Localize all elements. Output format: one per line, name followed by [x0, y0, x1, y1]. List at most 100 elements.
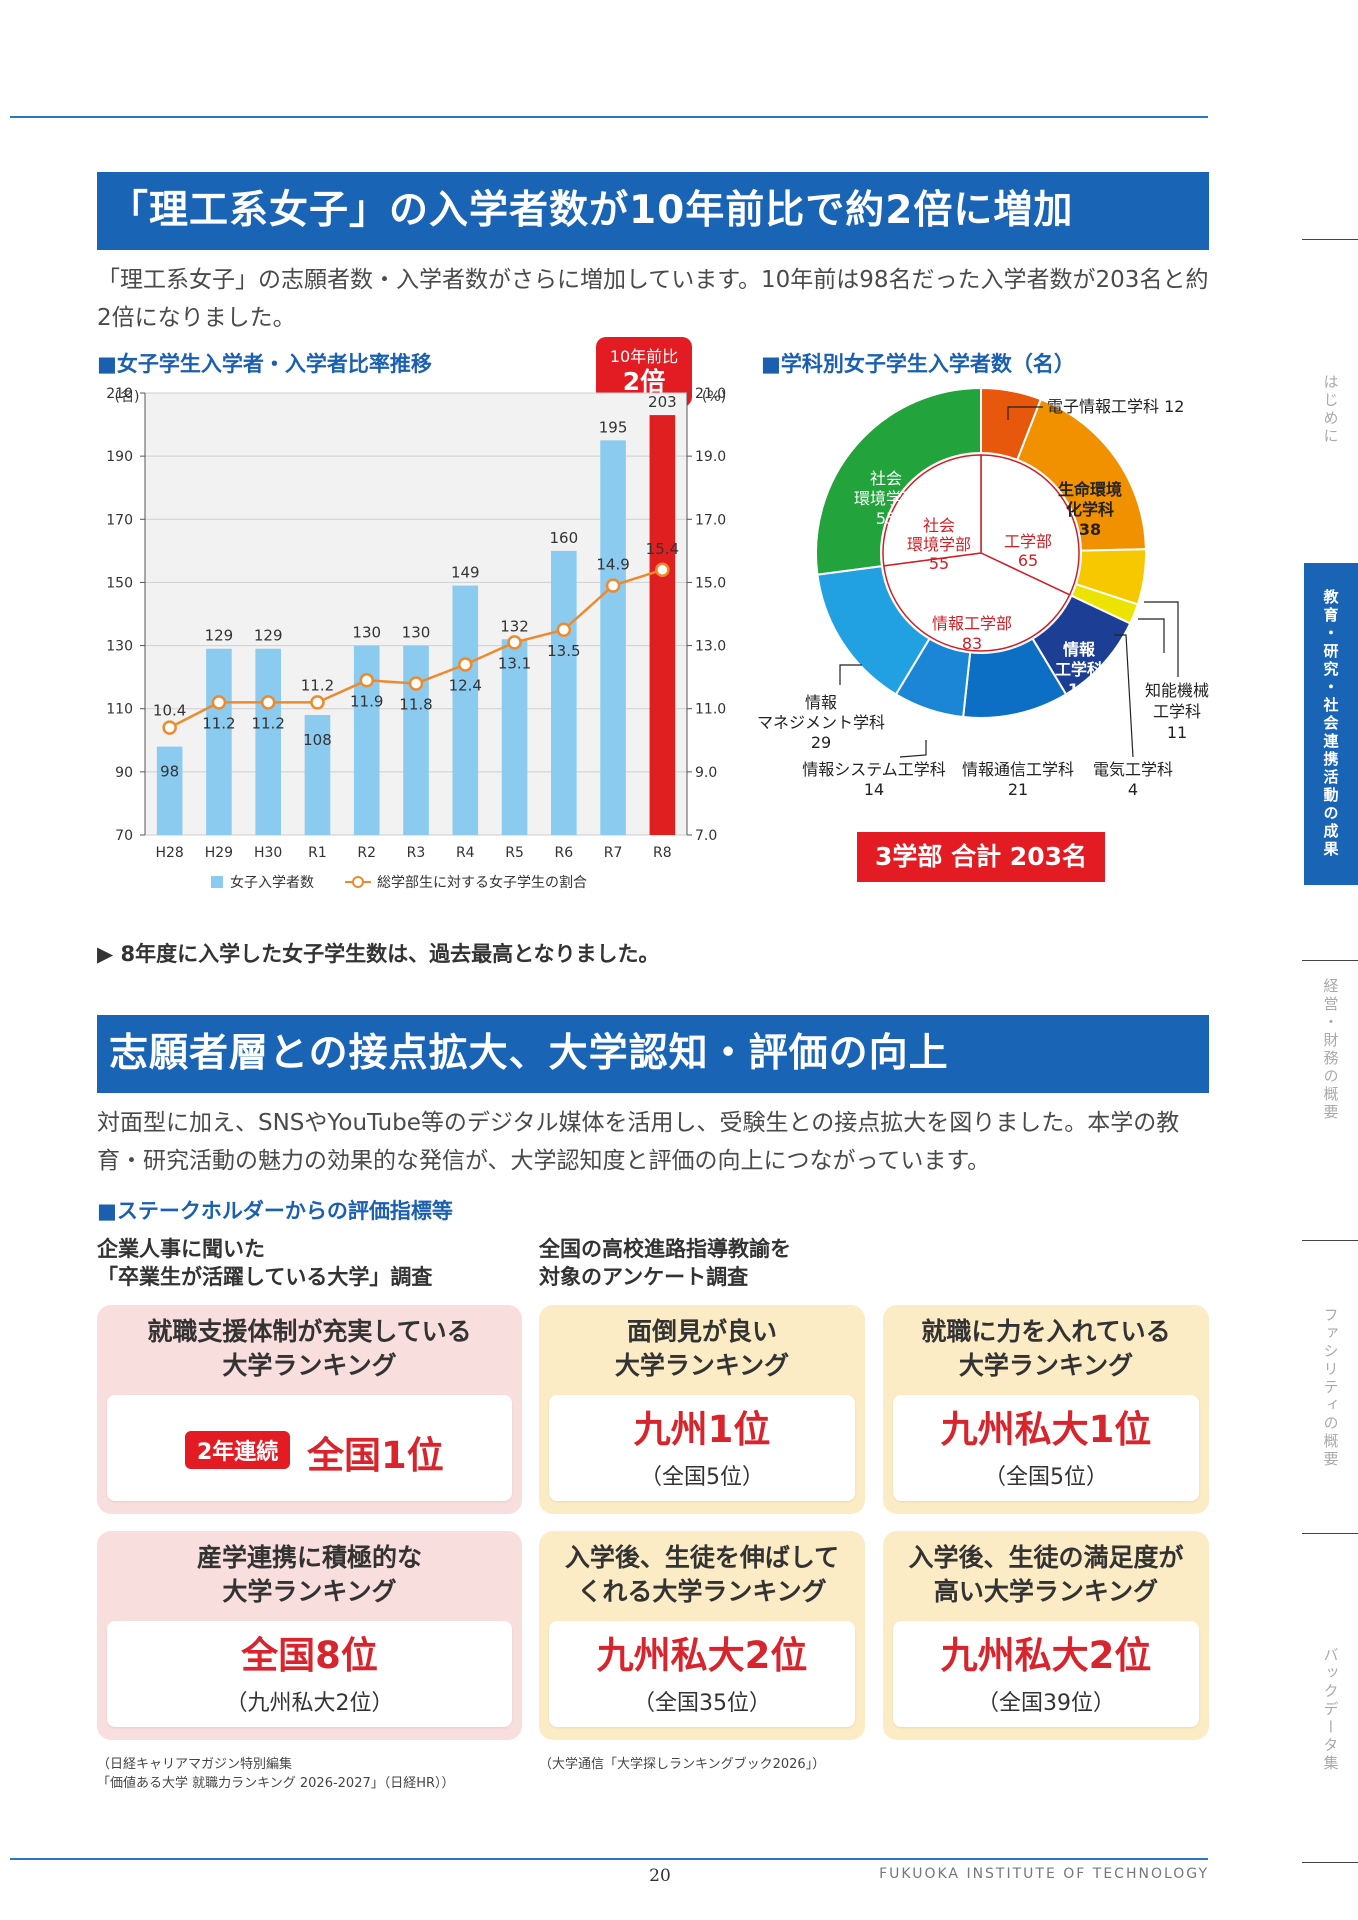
- source2: （大学通信「大学探しランキングブック2026」）: [539, 1757, 826, 1772]
- sidebar-tab-education[interactable]: 教育・研究・社会連携活動の成果: [1304, 563, 1358, 885]
- label-system-1: 情報システム工学科: [802, 760, 946, 779]
- label-joho-1: 情報: [1063, 640, 1096, 659]
- left-tick: 170: [106, 512, 133, 528]
- card4-sub: （九州私大2位）: [225, 1691, 394, 1716]
- ranking-card-3: 就職に力を入れている 大学ランキング 九州私大1位 （全国5位）: [883, 1305, 1209, 1514]
- card2-title-1: 面倒見が良い: [626, 1317, 777, 1346]
- sidebar-tab-data[interactable]: バックデータ集: [1321, 1647, 1340, 1773]
- label-shakai-3: 55: [876, 509, 896, 528]
- inner-slice-2: [882, 454, 982, 567]
- x-tick: R2: [357, 845, 376, 861]
- department-donut-chart: 電子情報工学科 12 生命環境 化学科 38 知能機械 工学科 11 電気工学科…: [757, 386, 1209, 799]
- ratio-badge-bottom: 2倍: [622, 367, 666, 396]
- card3-sub: （全国5位）: [984, 1465, 1108, 1490]
- ranking-card-5: 入学後、生徒を伸ばして くれる大学ランキング 九州私大2位 （全国35位）: [539, 1531, 865, 1740]
- bar-value-label: 160: [549, 529, 578, 547]
- bar-R8: [649, 415, 676, 835]
- card1-title: 就職支援体制が充実している 大学ランキング: [97, 1315, 522, 1383]
- left-tick: 90: [115, 765, 133, 781]
- bar-value-label: 129: [205, 627, 234, 645]
- section1-lead: 「理工系女子」の志願者数・入学者数がさらに増加しています。10年前は98名だった…: [97, 267, 1209, 331]
- bar-chart-heading: ■女子学生入学者・入学者比率推移: [97, 352, 432, 376]
- bar-H29: [206, 648, 232, 835]
- label-denshi: 電子情報工学科 12: [1047, 397, 1184, 416]
- ratio-badge-top: 10年前比: [609, 347, 679, 366]
- bar-value-label: 108: [303, 731, 332, 749]
- section2-title: 志願者層との接点拡大、大学認知・評価の向上: [97, 1015, 1209, 1093]
- ratio-point: [655, 562, 670, 578]
- label-denki-2: 4: [1128, 780, 1138, 799]
- ranking-card-4: 産学連携に積極的な 大学ランキング 全国8位 （九州私大2位）: [97, 1531, 522, 1740]
- source1-line1: （日経キャリアマガジン特別編集: [97, 1757, 293, 1772]
- x-tick: R6: [554, 845, 573, 861]
- ratio-value-label: 11.8: [399, 695, 432, 713]
- x-tick: R5: [505, 845, 524, 861]
- label-seimei-1: 生命環境: [1058, 480, 1122, 499]
- right-tick: 7.0: [695, 828, 717, 844]
- label-seimei-3: 38: [1079, 520, 1101, 539]
- card5-title: 入学後、生徒を伸ばして くれる大学ランキング: [539, 1541, 865, 1609]
- left-unit: (名): [115, 389, 140, 405]
- left-tick: 70: [115, 828, 133, 844]
- bar-value-label: 203: [648, 393, 677, 411]
- survey1-line1: 企業人事に聞いた: [97, 1237, 265, 1261]
- card6-title: 入学後、生徒の満足度が 高い大学ランキング: [883, 1541, 1209, 1609]
- survey2-line2: 対象のアンケート調査: [539, 1265, 749, 1289]
- right-tick: 9.0: [695, 765, 717, 781]
- sidebar-rule-3: [1302, 1240, 1358, 1241]
- sidebar-tab-finance[interactable]: 経営・財務の概要: [1321, 978, 1340, 1122]
- sidebar-rule-2: [1302, 960, 1358, 961]
- left-tick: 190: [106, 449, 133, 465]
- x-tick: R4: [456, 845, 475, 861]
- ratio-value-label: 13.5: [547, 642, 580, 660]
- card6-title-2: 高い大学ランキング: [933, 1577, 1159, 1606]
- bar-value-label: 195: [599, 418, 628, 436]
- right-tick: 13.0: [695, 639, 726, 655]
- top-rule: [10, 116, 1208, 118]
- ratio-value-label: 10.4: [153, 702, 186, 720]
- sidebar-rule-5: [1302, 1862, 1358, 1863]
- card1-result: 全国1位: [307, 1434, 444, 1477]
- source1-line2: 「価値ある大学 就職力ランキング 2026-2027」（日経HR））: [97, 1776, 455, 1791]
- card5-title-2: くれる大学ランキング: [577, 1577, 827, 1606]
- ranking-card-1: 就職支援体制が充実している 大学ランキング 2年連続 全国1位: [97, 1305, 522, 1514]
- ratio-point: [458, 657, 473, 672]
- ratio-value-label: 11.2: [251, 714, 284, 732]
- label-joho-3: 19: [1068, 680, 1090, 699]
- source1: （日経キャリアマガジン特別編集 「価値ある大学 就職力ランキング 2026-20…: [97, 1755, 455, 1793]
- survey1-line2: 「卒業生が活躍している大学」調査: [97, 1265, 433, 1289]
- section2-lead: 対面型に加え、SNSやYouTube等のデジタル媒体を活用し、受験生との接点拡大…: [97, 1110, 1180, 1174]
- x-tick: H29: [205, 845, 233, 861]
- ranking-card-6: 入学後、生徒の満足度が 高い大学ランキング 九州私大2位 （全国39位）: [883, 1531, 1209, 1740]
- card3-result-box: 九州私大1位 （全国5位）: [893, 1395, 1199, 1501]
- x-tick: R3: [407, 845, 426, 861]
- card2-title: 面倒見が良い 大学ランキング: [539, 1315, 865, 1383]
- right-tick: 21.0: [695, 386, 726, 402]
- ratio-point: [408, 676, 424, 691]
- card6-result-box: 九州私大2位 （全国39位）: [893, 1621, 1199, 1727]
- label-management-1: 情報: [805, 693, 837, 712]
- sidebar-tab-facility[interactable]: ファシリティの概要: [1321, 1306, 1340, 1469]
- ratio-value-label: 11.2: [202, 714, 235, 732]
- card6-result: 九州私大2位: [940, 1634, 1152, 1677]
- card4-result-box: 全国8位 （九州私大2位）: [107, 1621, 512, 1727]
- bottom-rule: [10, 1858, 1208, 1860]
- ratio-value-label: 11.2: [301, 676, 334, 694]
- ratio-point: [310, 695, 325, 710]
- x-tick: R8: [653, 845, 672, 861]
- label-management-2: マネジメント学科: [757, 713, 885, 732]
- legend-line-marker: [352, 876, 364, 888]
- page-number: 20: [649, 1866, 671, 1886]
- bar-H28: [156, 746, 183, 835]
- bar-R1: [304, 715, 331, 835]
- bar-value-label: 130: [402, 624, 431, 642]
- label-denki-1: 電気工学科: [1093, 760, 1173, 779]
- card3-result: 九州私大1位: [940, 1408, 1152, 1451]
- bar-R6: [551, 550, 577, 835]
- sidebar-tab-intro[interactable]: はじめに: [1321, 374, 1340, 446]
- bar-H30: [255, 648, 281, 835]
- sidebar-rule-4: [1302, 1533, 1358, 1534]
- bar-value-label: 149: [451, 564, 480, 582]
- legend-bar-swatch: [211, 876, 223, 888]
- card4-title-2: 大学ランキング: [222, 1577, 397, 1606]
